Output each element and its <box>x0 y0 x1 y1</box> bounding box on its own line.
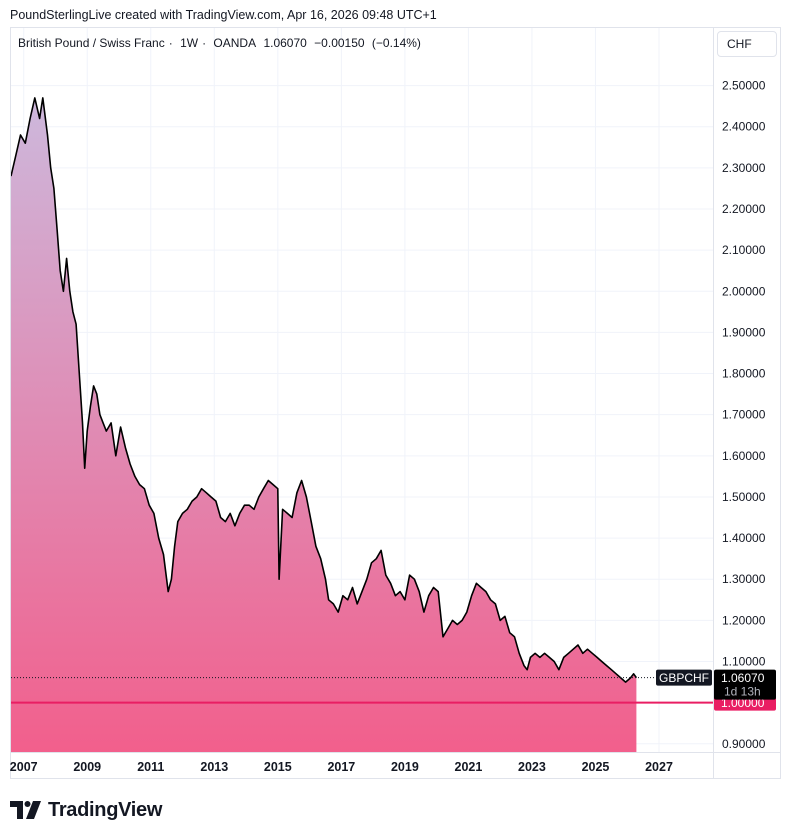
y-tick-label: 2.10000 <box>722 243 766 257</box>
x-tick-label: 2025 <box>582 760 610 774</box>
y-tick-label: 1.70000 <box>722 408 766 422</box>
y-tick-label: 0.90000 <box>722 737 766 751</box>
tradingview-logo[interactable]: TradingView <box>10 798 162 822</box>
series-legend[interactable]: British Pound / Swiss Franc · 1W · OANDA 1… <box>18 36 421 50</box>
legend-interval: 1W <box>180 36 199 50</box>
y-tick-label: 2.20000 <box>722 202 766 216</box>
x-tick-label: 2009 <box>73 760 101 774</box>
x-tick-label: 2013 <box>200 760 228 774</box>
price-label-text: 1.06070 <box>721 671 765 685</box>
legend-source: OANDA <box>213 36 257 50</box>
y-tick-label: 1.20000 <box>722 613 766 627</box>
price-label-box <box>714 669 776 700</box>
y-tick-label: 2.40000 <box>722 120 766 134</box>
y-tick-label: 1.60000 <box>722 449 766 463</box>
legend-last-price: 1.06070 <box>263 36 307 50</box>
y-tick-label: 2.00000 <box>722 284 766 298</box>
x-tick-label: 2019 <box>391 760 419 774</box>
price-area-fill <box>11 97 637 752</box>
y-tick-label: 1.40000 <box>722 531 766 545</box>
y-tick-label: 2.50000 <box>722 79 766 93</box>
x-tick-label: 2015 <box>264 760 292 774</box>
y-tick-label: 1.90000 <box>722 325 766 339</box>
symbol-tag-text: GBPCHF <box>659 671 709 685</box>
tradingview-logo-text: TradingView <box>48 798 163 821</box>
series-area <box>11 97 713 752</box>
x-tick-label: 2007 <box>10 760 38 774</box>
x-tick-label: 2027 <box>645 760 673 774</box>
y-tick-label: 1.80000 <box>722 367 766 381</box>
y-tick-label: 2.30000 <box>722 161 766 175</box>
currency-button[interactable]: CHF <box>717 31 777 57</box>
x-tick-label: 2017 <box>327 760 355 774</box>
countdown-label-text: 1d 13h <box>724 685 761 699</box>
symbol-tag-box <box>656 669 712 686</box>
legend-change-pct: (−0.14%) <box>371 36 421 50</box>
y-tick-label: 1.10000 <box>722 655 766 669</box>
y-tick-label: 1.50000 <box>722 490 766 504</box>
x-tick-label: 2011 <box>137 760 164 774</box>
x-tick-label: 2023 <box>518 760 546 774</box>
legend-symbol-name: British Pound / Swiss Franc <box>18 36 165 50</box>
price-line <box>11 97 638 683</box>
chart-credit: PoundSterlingLive created with TradingVi… <box>10 8 437 22</box>
tradingview-logo-icon <box>10 801 41 819</box>
legend-change: −0.00150 <box>314 36 365 50</box>
y-tick-label: 1.30000 <box>722 572 766 586</box>
x-tick-label: 2021 <box>455 760 483 774</box>
chart-frame <box>10 27 781 779</box>
axes: 0.90000 1.10000 1.20000 1.30000 1.40000 1.500… <box>10 28 780 779</box>
